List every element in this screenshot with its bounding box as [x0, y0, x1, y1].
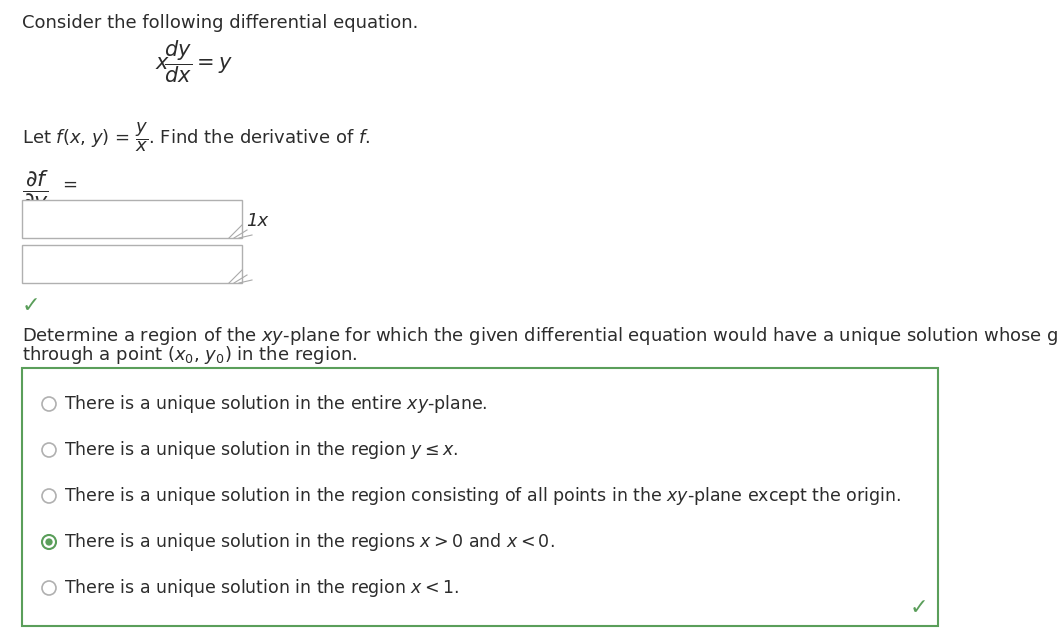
Text: $\dfrac{\partial f}{\partial y}$: $\dfrac{\partial f}{\partial y}$: [22, 168, 49, 215]
Text: ✓: ✓: [22, 296, 40, 316]
Bar: [22, 245, 242, 283]
Text: Let $f$($x$, $y$) = $\dfrac{y}{x}$. Find the derivative of $f$.: Let $f$($x$, $y$) = $\dfrac{y}{x}$. Find…: [22, 120, 370, 153]
Text: There is a unique solution in the region $y \leq x$.: There is a unique solution in the region…: [63, 439, 458, 461]
Circle shape: [42, 443, 56, 457]
Text: There is a unique solution in the entire $xy$-plane.: There is a unique solution in the entire…: [63, 393, 488, 415]
Text: There is a unique solution in the region consisting of all points in the $xy$-pl: There is a unique solution in the region…: [63, 485, 901, 507]
Circle shape: [42, 535, 56, 549]
Text: ✓: ✓: [910, 598, 928, 618]
Bar: [22, 368, 938, 626]
Circle shape: [42, 581, 56, 595]
Text: $x\!\dfrac{dy}{dx} = y$: $x\!\dfrac{dy}{dx} = y$: [156, 38, 233, 84]
Text: Consider the following differential equation.: Consider the following differential equa…: [22, 14, 418, 32]
Text: through a point ($x_0$, $y_0$) in the region.: through a point ($x_0$, $y_0$) in the re…: [22, 344, 358, 366]
Circle shape: [42, 397, 56, 411]
Text: 1x: 1x: [247, 212, 268, 230]
Text: Determine a region of the $xy$-plane for which the given differential equation w: Determine a region of the $xy$-plane for…: [22, 325, 1058, 347]
Text: There is a unique solution in the regions $x > 0$ and $x < 0$.: There is a unique solution in the region…: [63, 531, 554, 553]
Text: There is a unique solution in the region $x < 1$.: There is a unique solution in the region…: [63, 577, 459, 599]
Bar: [22, 200, 242, 238]
Circle shape: [47, 539, 52, 545]
Text: =: =: [62, 176, 77, 194]
Circle shape: [42, 489, 56, 503]
